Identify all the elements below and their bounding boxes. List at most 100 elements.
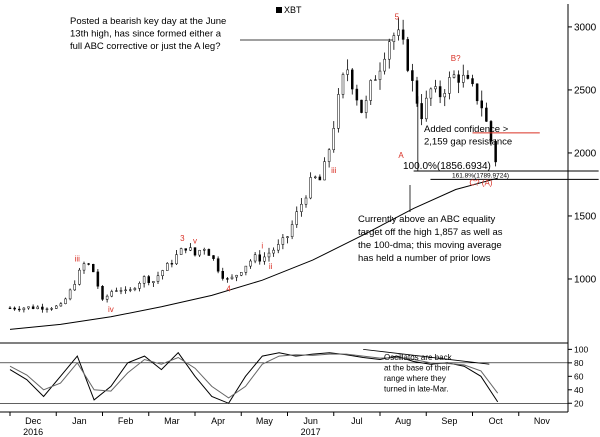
candle-body: [96, 271, 100, 287]
wave-label: 3: [180, 234, 185, 243]
candle-body: [425, 97, 428, 120]
wave-label: iii: [75, 254, 81, 263]
candle-body: [448, 77, 451, 94]
x-tick-label: Jan: [72, 416, 87, 426]
candle-body: [471, 78, 474, 85]
candle-body: [443, 93, 446, 98]
x-tick-label: Mar: [164, 416, 180, 426]
osc-annotation-line: at the base of their: [384, 364, 451, 373]
candle-body: [309, 177, 312, 199]
candle-body: [78, 269, 81, 285]
candle-body: [253, 254, 257, 262]
candle-body: [392, 35, 396, 42]
wave-label: 4: [226, 285, 231, 294]
x-tick-label: Sep: [441, 416, 457, 426]
candle-body: [466, 74, 470, 79]
candle-body: [235, 274, 238, 278]
candle-body: [332, 128, 335, 151]
candle-body: [101, 285, 104, 300]
candle-body: [346, 69, 349, 75]
candle-body: [244, 265, 248, 273]
wave-label: B?: [451, 54, 461, 63]
legend-swatch: [276, 7, 282, 13]
y-tick-label: 2000: [574, 148, 597, 159]
candle-body: [290, 224, 294, 237]
osc-series-line: [9, 351, 499, 404]
candle-body: [82, 263, 86, 271]
candle-body: [156, 275, 160, 282]
osc-y-tick-label: 100: [574, 344, 588, 354]
candle-body: [207, 249, 211, 256]
candle-body: [337, 94, 340, 129]
candle-body: [73, 284, 76, 291]
candle-body: [281, 237, 285, 245]
candle-body: [323, 161, 326, 181]
candle-body: [226, 278, 229, 280]
candle-body: [494, 141, 497, 163]
candle-body: [406, 39, 409, 71]
x-tick-label: Apr: [211, 416, 225, 426]
candle-body: [369, 80, 372, 101]
annotation-text-line: Currently above an ABC equality: [358, 214, 496, 225]
candle-body: [36, 306, 39, 309]
annotation-text-line: the 100-dma; this moving average: [358, 240, 502, 251]
y-tick-label: 1500: [574, 211, 597, 222]
candle-body: [166, 263, 169, 271]
candle-body: [434, 86, 437, 90]
osc-series-line: [9, 353, 499, 399]
wave-label: iv: [108, 305, 114, 314]
candle-body: [198, 250, 201, 256]
annotation-text-line: Added confidence >: [424, 124, 509, 135]
annotation-text-line: full ABC corrective or just the A leg?: [70, 41, 221, 52]
candle-body: [327, 149, 331, 162]
candle-body: [383, 58, 386, 72]
candle-body: [179, 248, 183, 255]
candle-body: [267, 252, 271, 258]
candle-body: [429, 88, 433, 99]
candle-body: [175, 254, 178, 265]
y-tick-label: 3000: [574, 22, 597, 33]
candle-body: [286, 236, 289, 238]
candle-body: [189, 247, 192, 251]
candle-body: [41, 306, 44, 310]
x-tick-label: Aug: [395, 416, 411, 426]
annotation-text-line: target off the high 1,857 as well as: [358, 227, 503, 238]
candle-body: [351, 69, 354, 90]
candle-body: [115, 290, 118, 292]
candle-body: [277, 244, 280, 251]
candle-body: [18, 308, 21, 311]
annotation-text-line: 13th high, has since formed either a: [70, 29, 222, 40]
candle-body: [147, 276, 150, 283]
candle-body: [341, 74, 345, 95]
candle-body: [212, 255, 215, 259]
osc-annotation-line: range where they: [384, 374, 446, 383]
candle-body: [87, 263, 90, 265]
candle-body: [68, 289, 72, 300]
candle-body: [240, 272, 243, 276]
candle-body: [397, 29, 400, 36]
wave-label: iii: [331, 166, 337, 175]
candle-body: [295, 211, 298, 225]
candle-body: [374, 79, 377, 81]
candle-body: [216, 258, 220, 272]
annotation-text-line: Posted a bearish key day at the June: [70, 16, 226, 27]
candle-body: [27, 306, 30, 309]
x-year-label: 2016: [23, 427, 43, 437]
x-tick-label: Jun: [303, 416, 318, 426]
candle-body: [142, 276, 146, 284]
candle-body: [138, 283, 141, 289]
candle-body: [263, 256, 266, 262]
candle-body: [161, 270, 164, 276]
candle-body: [388, 41, 391, 60]
candle-body: [170, 263, 174, 265]
candle-body: [438, 86, 442, 98]
wave-label: ii: [269, 262, 273, 271]
candle-body: [378, 70, 382, 80]
candle-body: [475, 83, 479, 102]
candle-body: [355, 88, 359, 101]
candlesticks: [8, 17, 497, 313]
moving-average-line: [9, 177, 498, 330]
osc-y-tick-label: 60: [574, 371, 584, 381]
candle-body: [129, 289, 132, 291]
